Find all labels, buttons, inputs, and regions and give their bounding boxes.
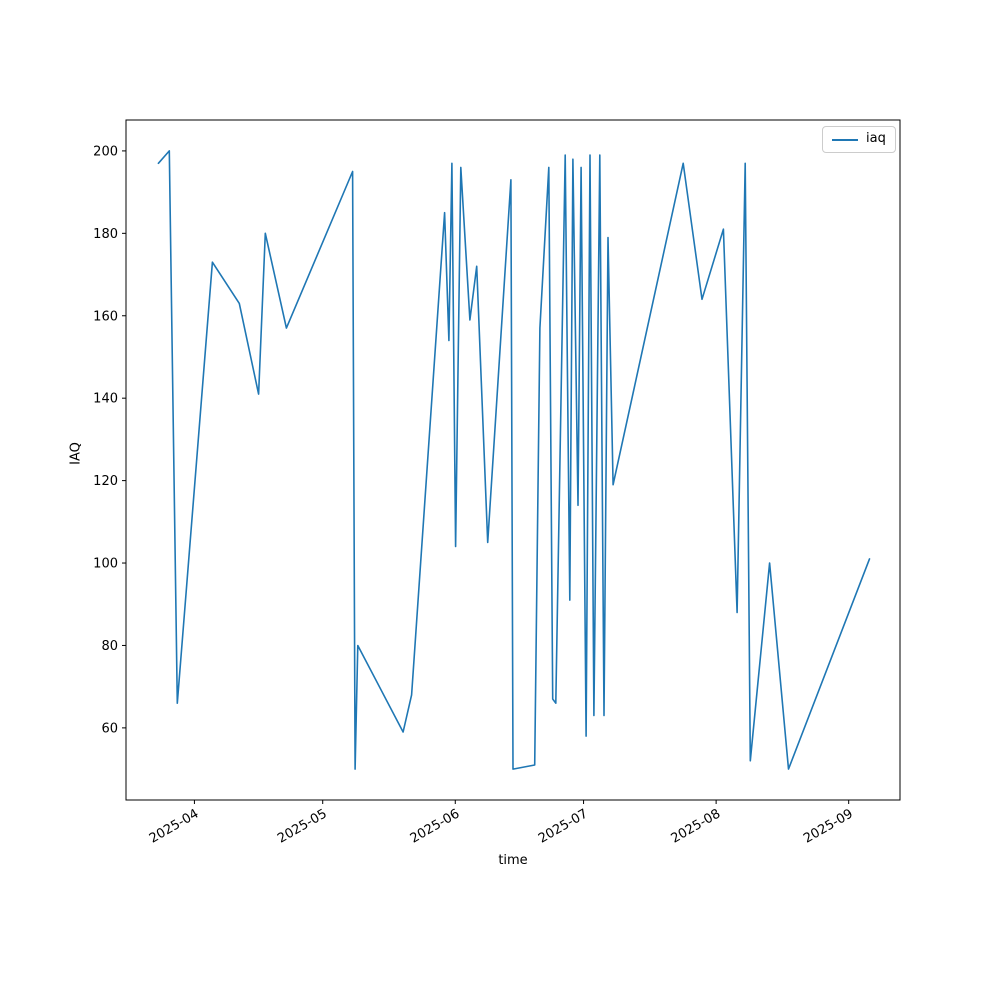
x-tick-label: 2025-06 — [408, 806, 463, 846]
iaq-line — [157, 150, 871, 770]
x-tick-label: 2025-05 — [275, 806, 330, 846]
y-tick-label: 140 — [93, 392, 118, 407]
x-axis-label: time — [498, 853, 528, 868]
x-tick-label: 2025-07 — [536, 806, 591, 846]
legend: iaq — [822, 126, 896, 153]
legend-line-sample — [832, 138, 858, 141]
y-tick-label: 200 — [93, 144, 118, 159]
x-tick-label: 2025-08 — [669, 806, 724, 846]
x-tick-label: 2025-04 — [147, 806, 202, 846]
x-tick-label: 2025-09 — [801, 806, 856, 846]
y-tick-label: 180 — [93, 227, 118, 242]
plot-border — [125, 119, 901, 801]
y-tick-label: 60 — [101, 721, 118, 736]
y-tick-label: 160 — [93, 309, 118, 324]
y-axis-label: IAQ — [68, 442, 84, 465]
y-tick-label: 100 — [93, 557, 118, 572]
legend-series-label: iaq — [866, 131, 886, 146]
y-tick-label: 120 — [93, 474, 118, 489]
y-tick-label: 80 — [101, 639, 118, 654]
